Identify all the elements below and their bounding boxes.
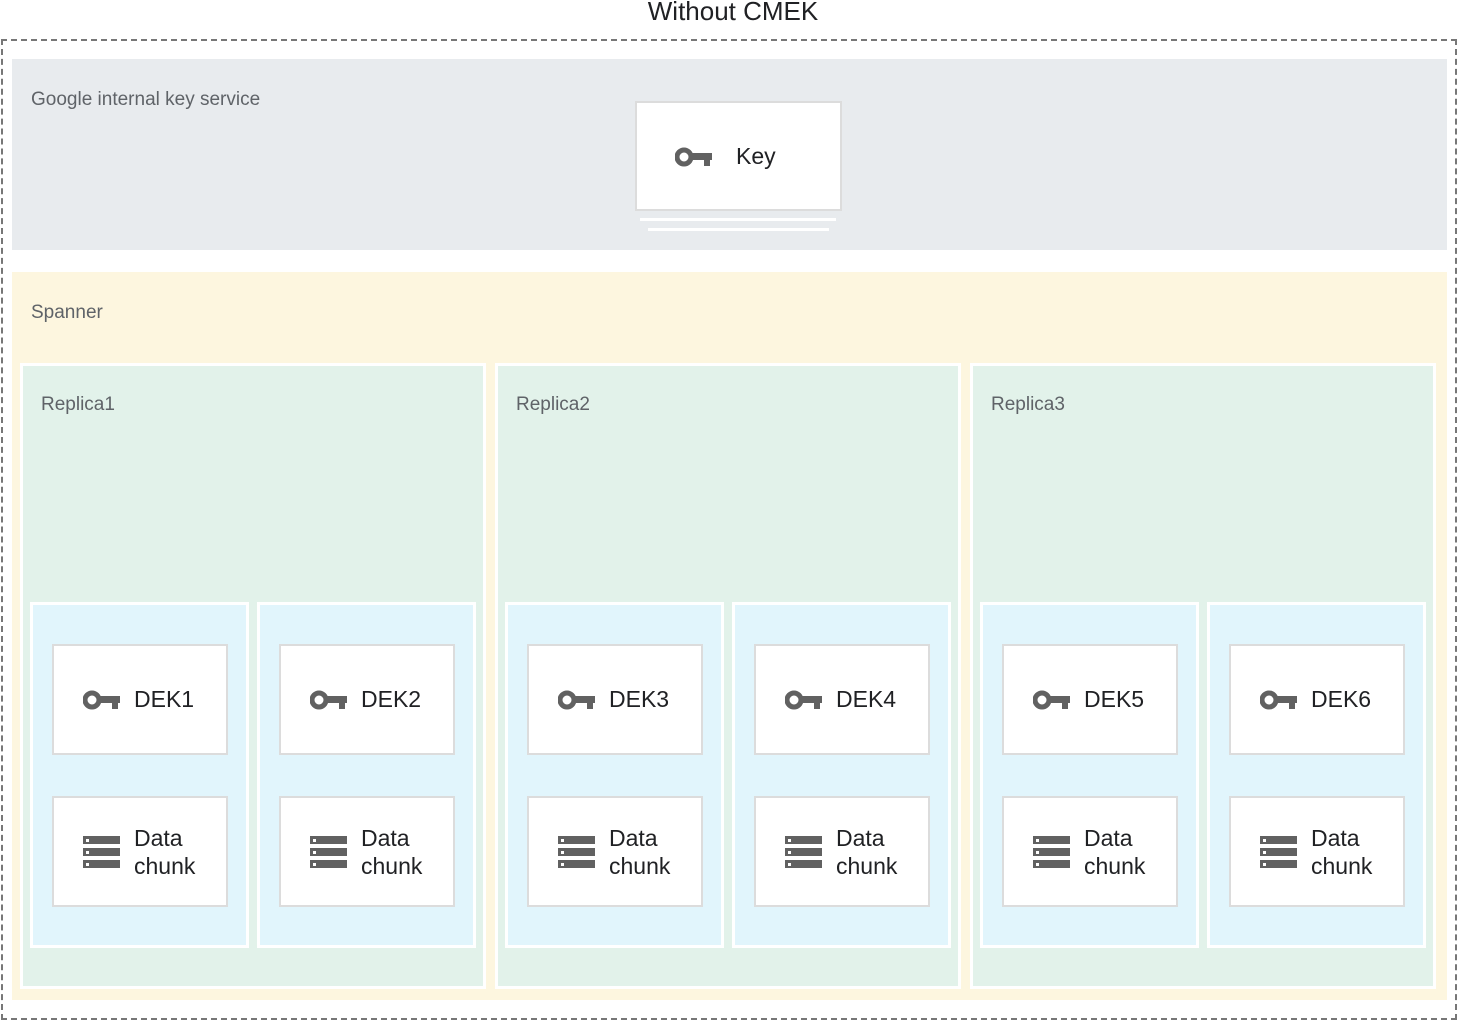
- data-chunk-card: Data chunk: [52, 796, 228, 907]
- dek-label: DEK6: [1311, 686, 1372, 712]
- data-chunk-card: Data chunk: [279, 796, 455, 907]
- database-icon: [83, 836, 121, 873]
- dek-card: DEK2: [279, 644, 455, 755]
- key-icon: [557, 690, 596, 715]
- key-label: Key: [736, 143, 776, 169]
- key-icon: [784, 690, 823, 715]
- database-icon: [785, 836, 823, 873]
- data-chunk-card: Data chunk: [1002, 796, 1178, 907]
- dek-card: DEK5: [1002, 644, 1178, 755]
- database-icon: [558, 836, 596, 873]
- replica-label: Replica1: [41, 394, 115, 415]
- dek-card: DEK4: [754, 644, 930, 755]
- key-icon: [675, 147, 712, 167]
- dek-label: DEK1: [134, 686, 195, 712]
- replica-label: Replica3: [991, 394, 1065, 415]
- database-icon: [1260, 836, 1298, 873]
- diagram-title: Without CMEK: [647, 0, 819, 26]
- key-stack-line: [648, 228, 829, 231]
- data-chunk-label: Data chunk: [609, 825, 671, 879]
- dek-card: DEK1: [52, 644, 228, 755]
- dek-card: DEK6: [1229, 644, 1405, 755]
- data-chunk-label: Data chunk: [134, 825, 196, 879]
- data-chunk-label: Data chunk: [1084, 825, 1146, 879]
- key-icon: [1259, 690, 1298, 715]
- dek-label: DEK5: [1084, 686, 1145, 712]
- key-service-label: Google internal key service: [31, 89, 261, 110]
- replica-label: Replica2: [516, 394, 590, 415]
- data-chunk-card: Data chunk: [1229, 796, 1405, 907]
- database-icon: [1033, 836, 1071, 873]
- data-chunk-card: Data chunk: [754, 796, 930, 907]
- key-stack-line: [640, 218, 836, 221]
- dek-label: DEK2: [361, 686, 422, 712]
- key-icon: [309, 690, 348, 715]
- dek-card: DEK3: [527, 644, 703, 755]
- dek-label: DEK3: [609, 686, 670, 712]
- data-chunk-card: Data chunk: [527, 796, 703, 907]
- dek-label: DEK4: [836, 686, 897, 712]
- data-chunk-label: Data chunk: [361, 825, 423, 879]
- data-chunk-label: Data chunk: [1311, 825, 1373, 879]
- outer-dashed-frame: [1, 39, 1457, 1020]
- key-card: Key: [635, 101, 842, 211]
- database-icon: [310, 836, 348, 873]
- data-chunk-label: Data chunk: [836, 825, 898, 879]
- spanner-label: Spanner: [31, 302, 103, 323]
- key-icon: [82, 690, 121, 715]
- key-icon: [1032, 690, 1071, 715]
